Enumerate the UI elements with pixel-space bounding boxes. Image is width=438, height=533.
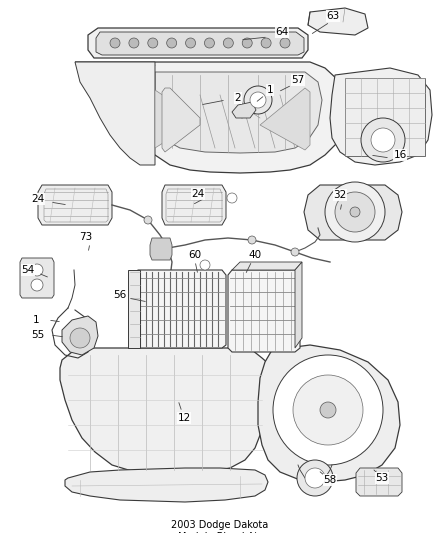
Circle shape — [297, 460, 332, 496]
Circle shape — [360, 118, 404, 162]
Polygon shape — [307, 8, 367, 35]
Polygon shape — [155, 90, 200, 148]
Circle shape — [31, 279, 43, 291]
Polygon shape — [231, 262, 301, 270]
Polygon shape — [231, 102, 255, 118]
Circle shape — [223, 38, 233, 48]
Polygon shape — [134, 270, 226, 348]
Text: 12: 12 — [177, 413, 190, 423]
Polygon shape — [294, 262, 301, 348]
Text: 73: 73 — [79, 232, 92, 242]
Circle shape — [292, 375, 362, 445]
Text: 53: 53 — [374, 473, 388, 483]
Text: 24: 24 — [31, 194, 45, 204]
Circle shape — [304, 468, 324, 488]
Text: 16: 16 — [392, 150, 406, 160]
Polygon shape — [75, 62, 155, 165]
Polygon shape — [258, 345, 399, 482]
Circle shape — [244, 86, 272, 114]
Text: 40: 40 — [248, 250, 261, 260]
Text: 32: 32 — [332, 190, 346, 200]
Text: 1: 1 — [266, 85, 273, 95]
Circle shape — [70, 328, 90, 348]
Circle shape — [249, 92, 265, 108]
Text: 1: 1 — [32, 315, 39, 325]
Text: 60: 60 — [188, 250, 201, 260]
Polygon shape — [329, 68, 431, 165]
Circle shape — [324, 182, 384, 242]
Polygon shape — [150, 238, 172, 260]
Text: 56: 56 — [113, 290, 126, 300]
Circle shape — [204, 38, 214, 48]
Polygon shape — [162, 185, 226, 225]
Circle shape — [129, 38, 138, 48]
Polygon shape — [65, 468, 267, 502]
Circle shape — [290, 248, 298, 256]
Circle shape — [148, 38, 157, 48]
Text: 63: 63 — [325, 11, 339, 21]
Polygon shape — [20, 258, 54, 298]
Polygon shape — [259, 88, 309, 150]
Circle shape — [261, 38, 271, 48]
Polygon shape — [155, 72, 321, 153]
Circle shape — [166, 38, 176, 48]
Circle shape — [272, 355, 382, 465]
Circle shape — [319, 402, 335, 418]
Polygon shape — [60, 348, 272, 474]
Bar — [128, 270, 140, 348]
Circle shape — [144, 216, 152, 224]
Circle shape — [110, 38, 120, 48]
Polygon shape — [75, 62, 347, 173]
Polygon shape — [162, 88, 200, 152]
Polygon shape — [38, 185, 112, 225]
Text: 54: 54 — [21, 265, 35, 275]
Polygon shape — [355, 468, 401, 496]
Text: 64: 64 — [275, 27, 288, 37]
Circle shape — [334, 192, 374, 232]
Circle shape — [185, 38, 195, 48]
Text: 24: 24 — [191, 189, 204, 199]
Text: 2003 Dodge Dakota
Module-Blend Air
Diagram for 4885796AD: 2003 Dodge Dakota Module-Blend Air Diagr… — [160, 520, 278, 533]
Polygon shape — [88, 28, 307, 58]
Circle shape — [349, 207, 359, 217]
Text: 58: 58 — [323, 475, 336, 485]
Polygon shape — [303, 185, 401, 240]
Circle shape — [279, 38, 290, 48]
Circle shape — [200, 260, 209, 270]
Circle shape — [247, 236, 255, 244]
Polygon shape — [62, 316, 98, 355]
Text: 55: 55 — [31, 330, 45, 340]
Polygon shape — [96, 32, 303, 55]
Bar — [344, 78, 424, 156]
Text: 57: 57 — [291, 75, 304, 85]
Polygon shape — [227, 270, 299, 352]
Circle shape — [31, 264, 43, 276]
Circle shape — [242, 38, 252, 48]
Circle shape — [226, 193, 237, 203]
Circle shape — [370, 128, 394, 152]
Text: 2: 2 — [234, 93, 241, 103]
